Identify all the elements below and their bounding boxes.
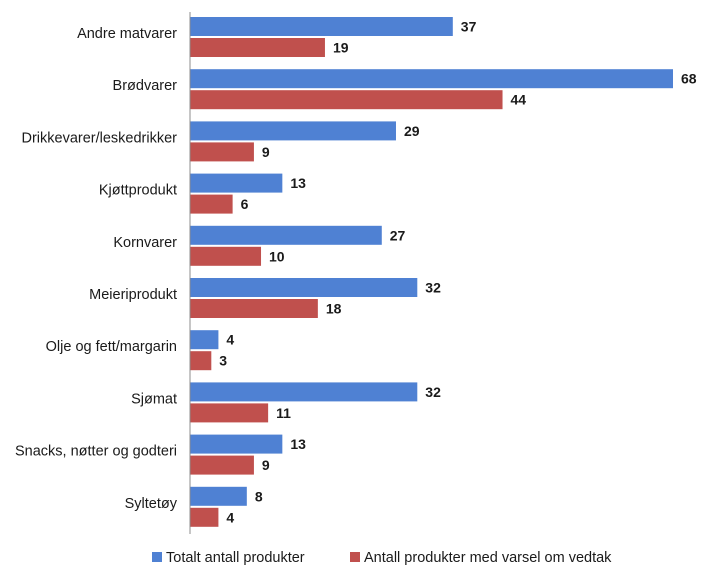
data-label: 4	[226, 509, 234, 525]
category-label: Snacks, nøtter og godteri	[15, 444, 177, 460]
data-label: 32	[425, 280, 441, 296]
bar-varsel	[190, 351, 212, 371]
bar-varsel	[190, 90, 503, 110]
bar-total	[190, 121, 396, 141]
data-label: 32	[425, 384, 441, 400]
category-label: Meieriprodukt	[89, 287, 177, 303]
bar-total	[190, 17, 453, 36]
data-label: 27	[390, 227, 406, 243]
data-label: 13	[290, 436, 306, 452]
bar-varsel	[190, 194, 233, 214]
bar-varsel	[190, 507, 219, 527]
bar-total	[190, 278, 418, 297]
data-label: 37	[461, 19, 477, 35]
bar-varsel	[190, 246, 262, 266]
data-label: 9	[262, 144, 270, 160]
data-label: 29	[404, 123, 420, 139]
data-label: 44	[511, 92, 527, 108]
legend-swatch	[350, 552, 360, 562]
bar-varsel	[190, 38, 325, 57]
legend: Totalt antall produkter Antall produkter …	[152, 550, 612, 566]
legend-swatch	[152, 552, 162, 562]
category-label: Sjømat	[131, 391, 177, 407]
data-label: 8	[255, 488, 263, 504]
category-label: Brødvarer	[113, 78, 178, 94]
data-label: 3	[219, 353, 227, 369]
data-label: 68	[681, 71, 697, 87]
data-label: 6	[241, 196, 249, 212]
data-label: 4	[226, 332, 234, 348]
bar-varsel	[190, 142, 254, 162]
data-label: 18	[326, 301, 342, 317]
category-label: Drikkevarer/leskedrikker	[21, 130, 177, 146]
category-label: Andre matvarer	[77, 26, 177, 42]
bar-varsel	[190, 455, 254, 475]
legend-entry: Antall produkter med varsel om vedtak	[364, 550, 612, 566]
bar-total	[190, 173, 283, 193]
category-label: Olje og fett/margarin	[46, 339, 177, 355]
legend-entry: Totalt antall produkter	[166, 550, 305, 566]
bar-total	[190, 434, 283, 454]
bar-varsel	[190, 403, 269, 423]
category-label: Syltetøy	[125, 496, 178, 512]
data-label: 13	[290, 175, 306, 191]
bar-total	[190, 69, 673, 89]
bar-total	[190, 330, 219, 350]
category-label: Kjøttprodukt	[99, 183, 177, 199]
bar-total	[190, 225, 382, 245]
data-label: 9	[262, 457, 270, 473]
bar-total	[190, 382, 418, 402]
data-label: 11	[276, 405, 291, 421]
category-label: Kornvarer	[113, 235, 177, 251]
bar-varsel	[190, 299, 318, 318]
data-label: 10	[269, 248, 285, 264]
data-label: 19	[333, 40, 349, 56]
bar-total	[190, 486, 247, 506]
